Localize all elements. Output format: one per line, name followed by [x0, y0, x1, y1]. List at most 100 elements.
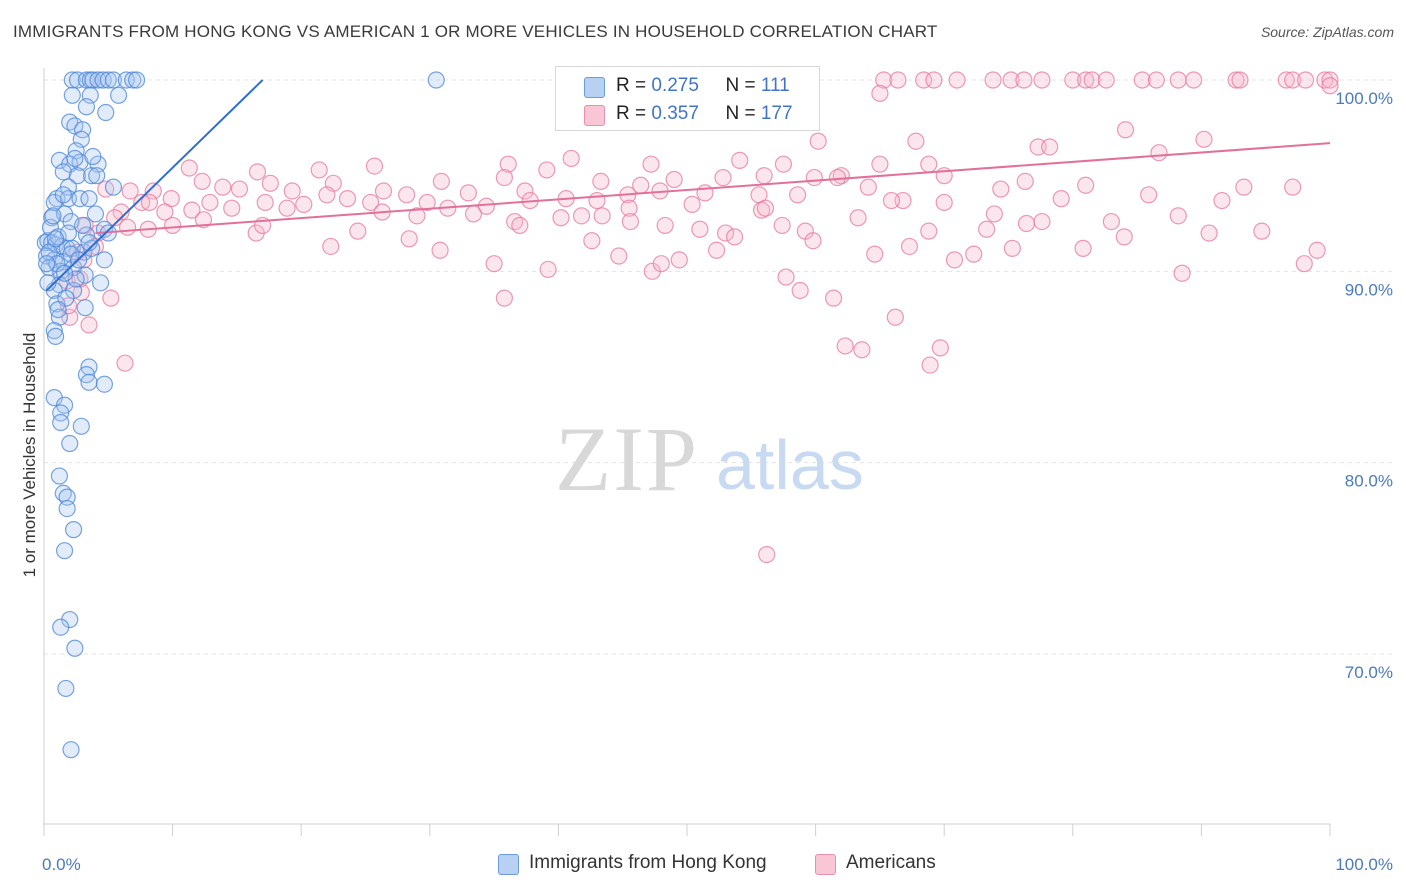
data-point	[758, 545, 776, 564]
data-point	[889, 71, 907, 89]
data-point	[61, 434, 79, 453]
data-point	[164, 216, 182, 235]
data-point	[1097, 71, 1115, 89]
data-point	[804, 232, 822, 250]
data-point	[621, 212, 640, 231]
data-point	[511, 216, 529, 235]
data-point	[82, 167, 101, 185]
data-point	[95, 251, 114, 269]
data-point	[588, 191, 606, 210]
trend-line-immigrants	[45, 79, 264, 292]
data-point	[691, 220, 709, 238]
data-point	[116, 354, 134, 372]
data-point	[485, 255, 503, 273]
axes	[43, 68, 1331, 836]
data-point	[104, 71, 123, 89]
data-point	[248, 163, 267, 181]
legend-n-value: 111	[760, 75, 790, 96]
data-point	[920, 155, 938, 173]
x-tick-label: 0.0%	[42, 855, 81, 874]
data-point	[773, 216, 791, 235]
data-point	[58, 499, 76, 518]
data-point	[121, 182, 139, 200]
data-point	[223, 199, 241, 217]
legend-n-value: 177	[760, 103, 793, 124]
legend-n-label: N =	[725, 75, 761, 96]
data-point	[610, 247, 628, 265]
data-point	[978, 220, 996, 238]
legend-swatch-blue	[498, 854, 519, 875]
data-point	[1296, 71, 1315, 89]
data-point	[495, 289, 513, 307]
data-point	[97, 103, 115, 122]
source-label: Source: ZipAtlas.com	[1260, 24, 1394, 40]
data-point	[91, 274, 110, 292]
data-point	[95, 375, 114, 393]
data-point	[620, 199, 638, 217]
data-point	[984, 71, 1002, 89]
x-tick-label: 100.0%	[1335, 855, 1393, 874]
data-point	[1074, 239, 1092, 257]
data-point	[1017, 214, 1036, 233]
series-immigrants-from-hong-kong	[36, 71, 445, 759]
data-point	[46, 327, 65, 345]
data-point	[349, 222, 367, 240]
y-axis-title: 1 or more Vehicles in Household	[20, 333, 39, 578]
data-point	[80, 190, 98, 208]
data-point	[49, 228, 67, 246]
data-point	[459, 184, 477, 202]
data-point	[825, 289, 843, 307]
legend-r-value: 0.275	[651, 75, 699, 96]
data-point	[295, 195, 313, 213]
data-point	[945, 251, 964, 269]
data-point	[925, 71, 943, 89]
data-point	[104, 178, 123, 196]
data-point	[1133, 71, 1151, 89]
data-point	[1308, 241, 1326, 259]
data-point	[278, 199, 296, 217]
data-point	[1150, 144, 1168, 162]
data-point	[63, 86, 81, 104]
data-point	[418, 193, 436, 212]
data-point	[1116, 121, 1135, 139]
data-point	[1231, 71, 1249, 89]
data-point	[322, 237, 340, 256]
data-point	[642, 155, 660, 173]
data-point	[1295, 255, 1313, 273]
data-point	[68, 167, 87, 185]
data-point	[102, 289, 120, 307]
data-point	[774, 155, 793, 173]
data-point	[127, 71, 146, 89]
data-point	[37, 255, 56, 273]
data-point	[140, 193, 159, 212]
data-point	[849, 209, 867, 227]
data-point	[714, 168, 732, 187]
data-point	[86, 205, 105, 223]
trend-lines	[45, 79, 1331, 292]
data-point	[66, 639, 84, 657]
data-point	[1016, 172, 1034, 191]
data-point	[572, 207, 591, 225]
data-point	[836, 337, 854, 355]
data-point	[55, 542, 74, 560]
data-point	[54, 163, 72, 181]
data-point	[362, 193, 380, 212]
data-point	[805, 168, 823, 187]
data-point	[1213, 191, 1231, 210]
data-point	[539, 260, 557, 279]
data-point	[592, 172, 610, 191]
data-point	[408, 207, 426, 225]
data-point	[1173, 264, 1191, 282]
data-point	[985, 205, 1003, 223]
legend-r-label: R =	[616, 103, 652, 124]
data-point	[931, 339, 949, 357]
data-point	[45, 322, 63, 340]
series-americans	[58, 71, 1339, 564]
data-point	[1002, 71, 1020, 89]
data-point	[871, 84, 889, 102]
data-point	[52, 618, 70, 636]
stats-legend: R = 0.275 N = 111 R = 0.357 N = 177	[555, 66, 820, 131]
watermark-atlas: atlas	[716, 426, 864, 504]
data-point	[1185, 71, 1203, 89]
